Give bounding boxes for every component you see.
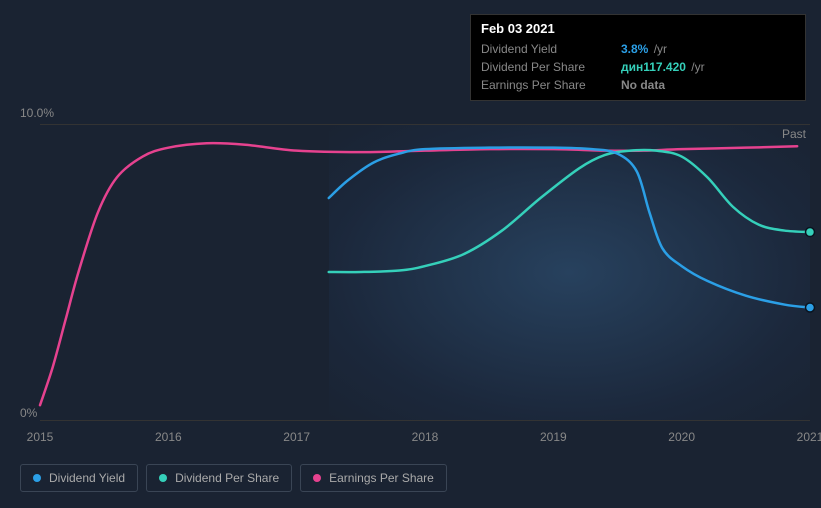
tooltip-value: дин117.420 /yr [621,60,705,74]
legend-dot-icon [159,474,167,482]
x-axis: 2015201620172018201920202021 [20,430,810,450]
tooltip-value: 3.8% /yr [621,42,667,56]
legend-label: Dividend Per Share [175,471,279,485]
x-tick: 2018 [412,430,439,444]
x-tick: 2020 [668,430,695,444]
series-line [329,147,810,307]
tooltip-date: Feb 03 2021 [481,21,795,40]
gridline-bottom [40,420,810,421]
series-line [329,150,810,272]
chart-container: 10.0% 0% Past [20,108,810,428]
legend-item[interactable]: Dividend Per Share [146,464,292,492]
tooltip-value: No data [621,78,665,92]
tooltip-row: Earnings Per ShareNo data [481,76,795,94]
legend-label: Dividend Yield [49,471,125,485]
legend-dot-icon [313,474,321,482]
series-end-dot [806,228,815,237]
x-tick: 2021 [797,430,821,444]
series-line [40,143,797,405]
y-tick-top: 10.0% [20,106,54,120]
legend: Dividend Yield Dividend Per Share Earnings… [20,464,447,492]
chart-svg [40,124,810,420]
legend-dot-icon [33,474,41,482]
legend-item[interactable]: Dividend Yield [20,464,138,492]
tooltip-label: Earnings Per Share [481,78,621,92]
series-end-dot [806,303,815,312]
tooltip-label: Dividend Yield [481,42,621,56]
x-tick: 2017 [283,430,310,444]
legend-label: Earnings Per Share [329,471,434,485]
x-tick: 2019 [540,430,567,444]
y-tick-bottom: 0% [20,406,37,420]
x-tick: 2015 [27,430,54,444]
tooltip-row: Dividend Per Shareдин117.420 /yr [481,58,795,76]
plot-area: Past [40,124,810,420]
x-tick: 2016 [155,430,182,444]
tooltip-row: Dividend Yield3.8% /yr [481,40,795,58]
chart-tooltip: Feb 03 2021 Dividend Yield3.8% /yrDivide… [470,14,806,101]
tooltip-label: Dividend Per Share [481,60,621,74]
legend-item[interactable]: Earnings Per Share [300,464,447,492]
